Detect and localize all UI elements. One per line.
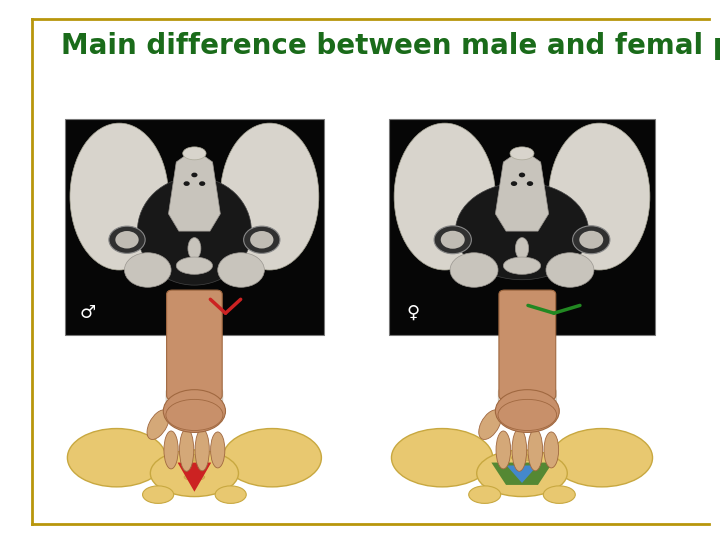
Ellipse shape <box>546 253 594 287</box>
Ellipse shape <box>195 429 210 471</box>
FancyBboxPatch shape <box>166 389 222 410</box>
Ellipse shape <box>511 464 533 471</box>
Ellipse shape <box>184 474 204 481</box>
Circle shape <box>510 181 517 186</box>
Circle shape <box>519 173 525 177</box>
Ellipse shape <box>125 253 171 287</box>
Ellipse shape <box>211 432 225 468</box>
Ellipse shape <box>150 450 238 497</box>
Text: ♀: ♀ <box>406 304 419 322</box>
Polygon shape <box>168 149 220 231</box>
FancyBboxPatch shape <box>166 290 222 400</box>
FancyBboxPatch shape <box>65 119 324 335</box>
Polygon shape <box>495 149 549 231</box>
Ellipse shape <box>552 429 652 487</box>
Ellipse shape <box>456 183 589 280</box>
Text: ♂: ♂ <box>80 304 96 322</box>
Circle shape <box>115 231 139 248</box>
Circle shape <box>434 226 472 254</box>
Ellipse shape <box>516 238 528 259</box>
Ellipse shape <box>184 454 204 461</box>
Circle shape <box>441 231 464 249</box>
Ellipse shape <box>184 464 204 471</box>
Ellipse shape <box>138 177 251 285</box>
Circle shape <box>199 181 205 186</box>
Ellipse shape <box>511 474 533 481</box>
Ellipse shape <box>166 400 223 430</box>
Ellipse shape <box>179 429 194 471</box>
Ellipse shape <box>392 429 492 487</box>
Ellipse shape <box>479 410 501 440</box>
Circle shape <box>580 231 603 249</box>
Ellipse shape <box>511 454 533 461</box>
Ellipse shape <box>496 431 510 469</box>
FancyBboxPatch shape <box>389 119 655 335</box>
Ellipse shape <box>188 238 201 259</box>
Ellipse shape <box>495 390 559 433</box>
Ellipse shape <box>510 147 534 160</box>
Polygon shape <box>507 465 537 483</box>
Ellipse shape <box>164 431 179 469</box>
Ellipse shape <box>469 486 500 503</box>
Ellipse shape <box>147 410 169 440</box>
Ellipse shape <box>450 253 498 287</box>
Circle shape <box>527 181 534 186</box>
Ellipse shape <box>70 123 168 270</box>
FancyBboxPatch shape <box>499 290 556 400</box>
Circle shape <box>184 181 190 186</box>
Ellipse shape <box>183 147 206 160</box>
Ellipse shape <box>215 486 246 503</box>
Ellipse shape <box>528 429 543 471</box>
Polygon shape <box>491 463 553 485</box>
Ellipse shape <box>68 429 166 487</box>
Ellipse shape <box>512 429 526 471</box>
FancyBboxPatch shape <box>498 389 557 410</box>
Circle shape <box>250 231 274 248</box>
Ellipse shape <box>549 123 650 270</box>
Ellipse shape <box>143 486 174 503</box>
Ellipse shape <box>498 400 557 430</box>
Ellipse shape <box>544 432 559 468</box>
Ellipse shape <box>477 450 567 497</box>
Ellipse shape <box>163 390 225 433</box>
Circle shape <box>572 226 610 254</box>
Polygon shape <box>178 463 211 492</box>
Circle shape <box>192 173 197 177</box>
Ellipse shape <box>544 486 575 503</box>
Ellipse shape <box>503 257 541 274</box>
Ellipse shape <box>176 257 212 274</box>
Ellipse shape <box>220 123 319 270</box>
Text: Main difference between male and femal pelvis: Main difference between male and femal p… <box>61 32 720 60</box>
Ellipse shape <box>217 253 264 287</box>
Circle shape <box>243 226 280 253</box>
Circle shape <box>109 226 145 253</box>
Ellipse shape <box>394 123 495 270</box>
Ellipse shape <box>223 429 321 487</box>
